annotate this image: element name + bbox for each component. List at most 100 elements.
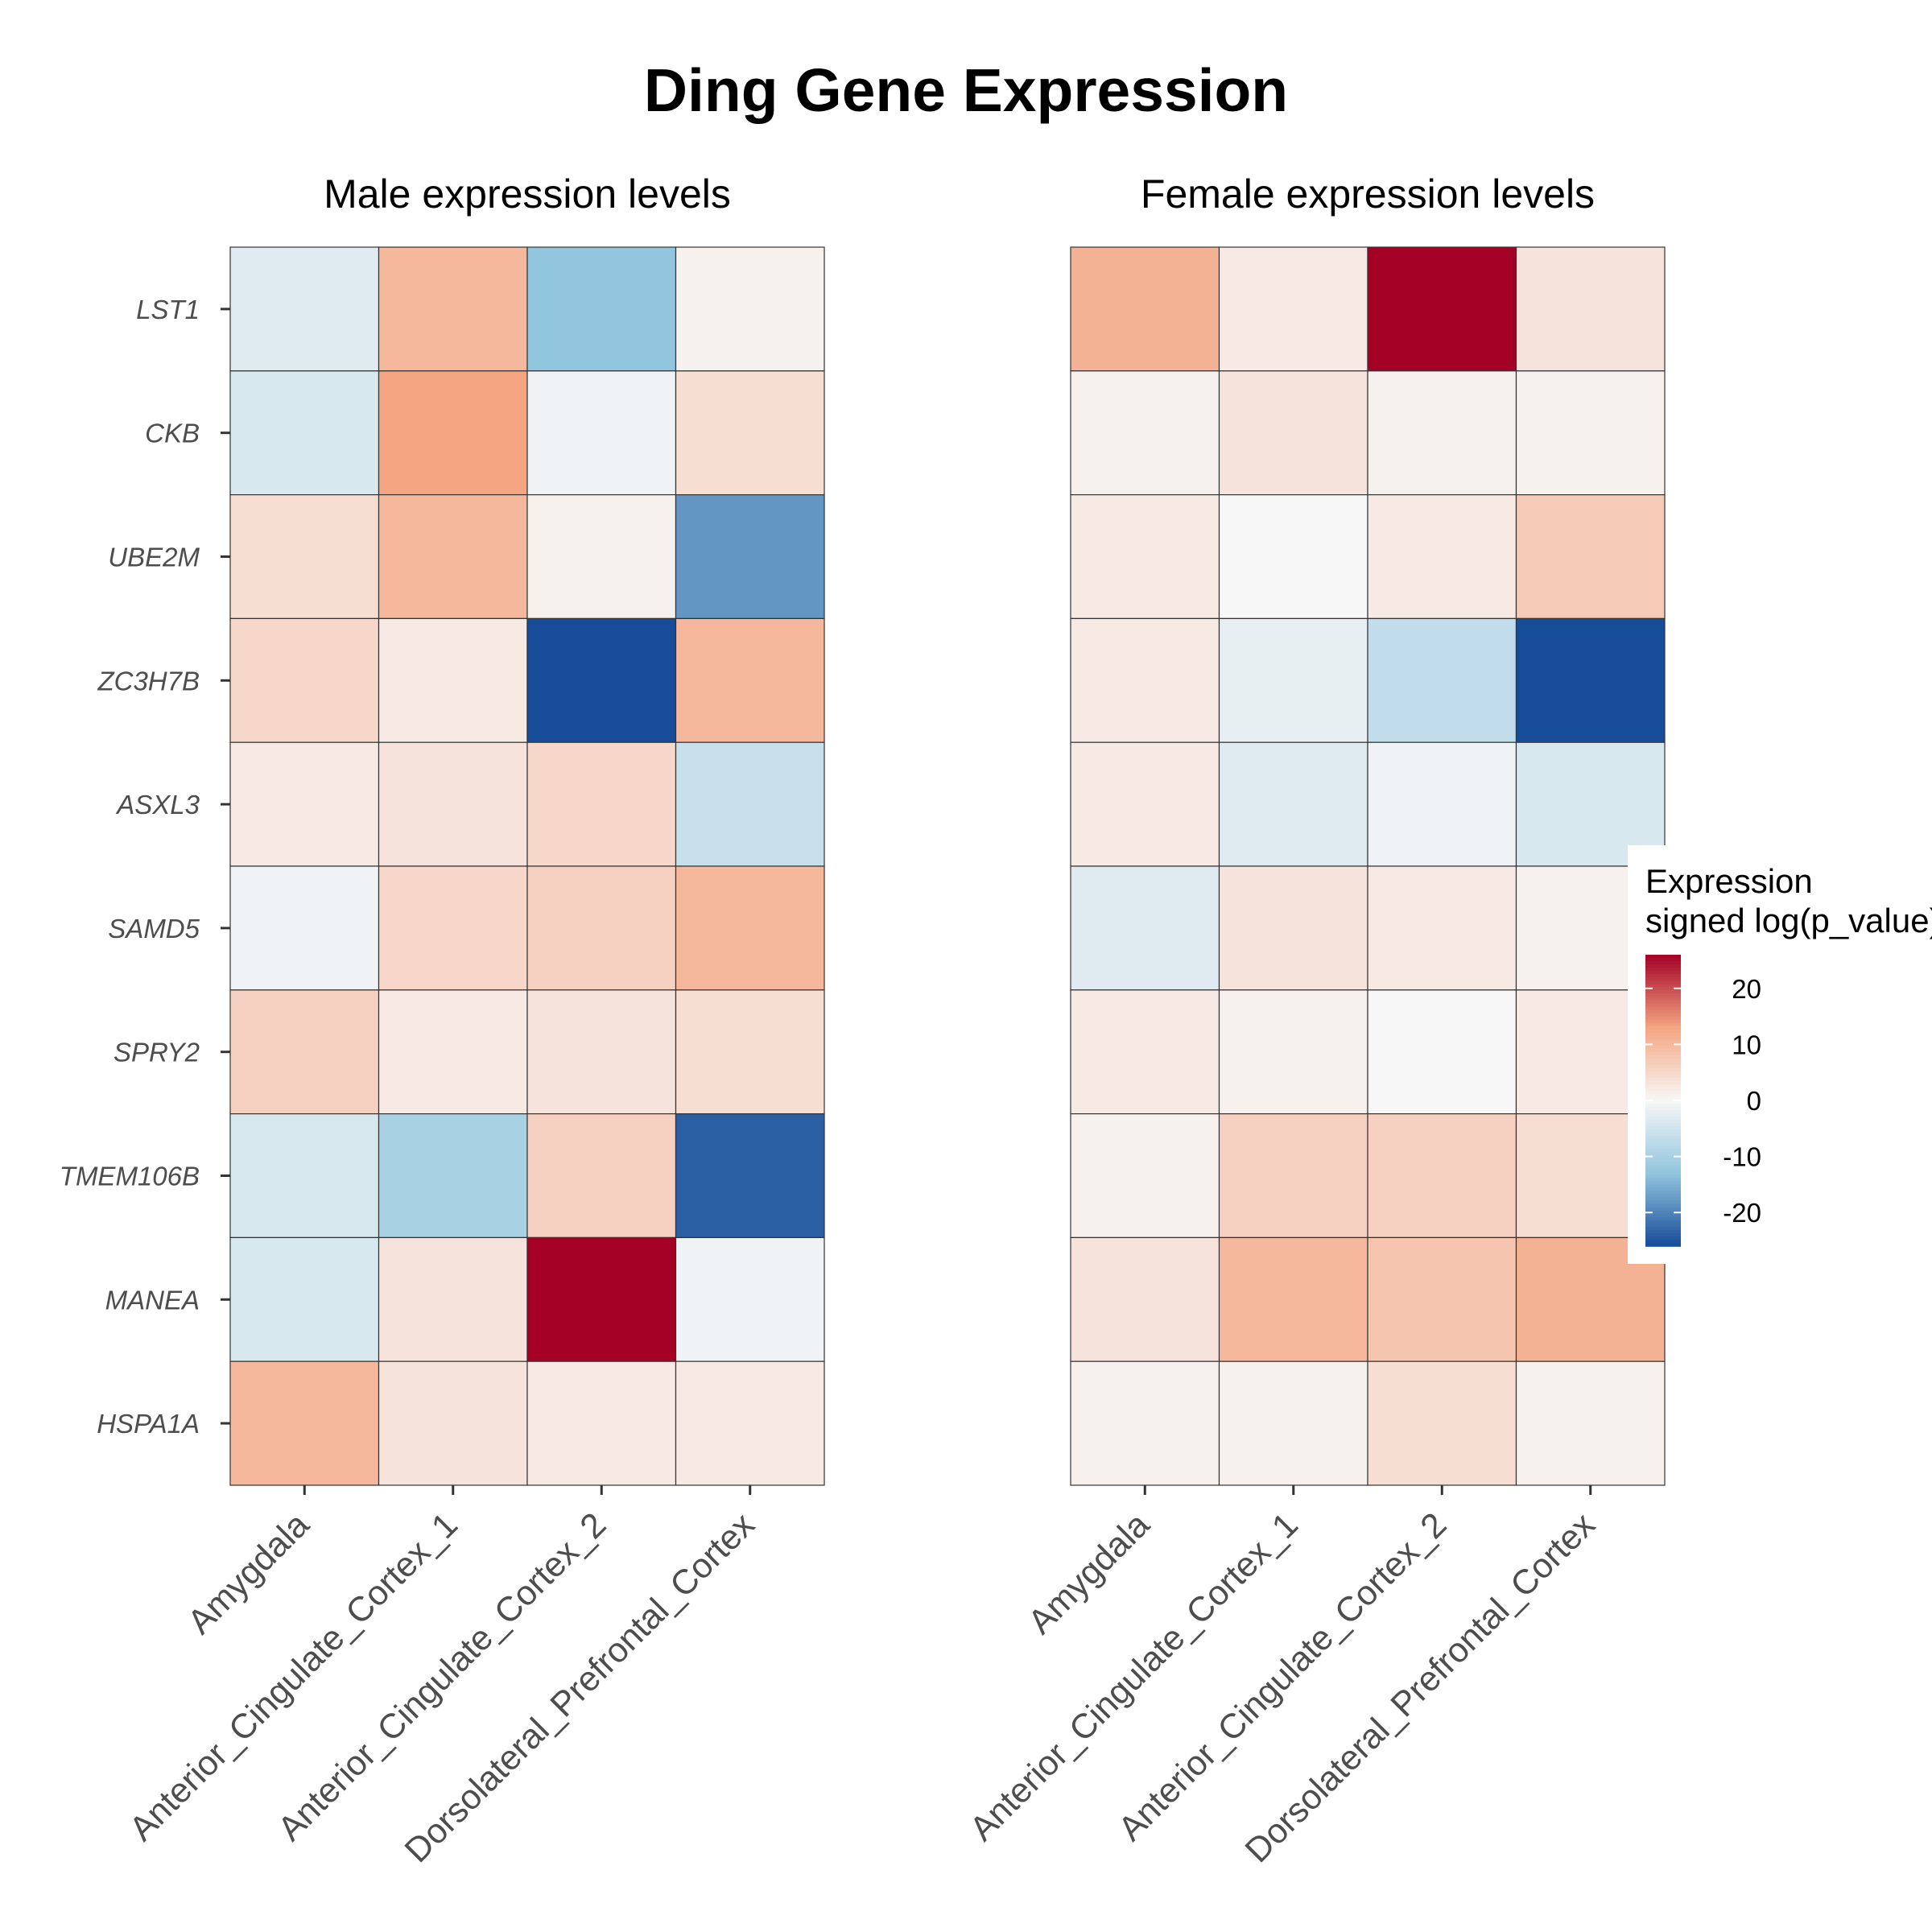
legend-color-step bbox=[1645, 1242, 1681, 1247]
legend-color-step bbox=[1645, 1174, 1681, 1179]
gene-label-manea: MANEA bbox=[105, 1285, 200, 1315]
legend-color-step bbox=[1645, 1080, 1681, 1085]
legend-color-step bbox=[1645, 1229, 1681, 1234]
male-cell-asxl3-4 bbox=[675, 741, 825, 867]
male-cell-hspa1a-2 bbox=[378, 1360, 528, 1486]
female-x-label: Anterior_Cingulate_Cortex_1 bbox=[963, 1505, 1306, 1848]
legend-color-step bbox=[1645, 961, 1681, 965]
legend-color-step bbox=[1645, 1042, 1681, 1046]
female-cell-ube2m-4 bbox=[1515, 493, 1666, 619]
female-cell-lst1-3 bbox=[1367, 246, 1517, 372]
legend-color-step bbox=[1645, 1006, 1681, 1011]
legend-color-step bbox=[1645, 993, 1681, 998]
female-x-label: Anterior_Cingulate_Cortex_2 bbox=[1111, 1505, 1454, 1848]
legend-color-step bbox=[1645, 958, 1681, 962]
legend-color-step bbox=[1645, 1113, 1681, 1117]
male-x-label: Anterior_Cingulate_Cortex_1 bbox=[122, 1505, 465, 1848]
legend-color-step bbox=[1645, 1029, 1681, 1034]
legend-color-step bbox=[1645, 1236, 1681, 1241]
legend-color-step bbox=[1645, 1162, 1681, 1166]
male-cell-lst1-2 bbox=[378, 246, 528, 372]
legend-color-step bbox=[1645, 1191, 1681, 1195]
female-cell-spry2-1 bbox=[1070, 989, 1220, 1115]
legend-tick-label: 10 bbox=[1732, 1030, 1761, 1059]
legend-color-step bbox=[1645, 1220, 1681, 1224]
legend-color-step bbox=[1645, 1035, 1681, 1040]
male-cell-ube2m-2 bbox=[378, 493, 528, 619]
male-cell-samd5-3 bbox=[526, 865, 677, 991]
female-cell-spry2-2 bbox=[1218, 989, 1368, 1115]
male-cell-ckb-4 bbox=[675, 370, 825, 496]
male-cell-zc3h7b-4 bbox=[675, 617, 825, 743]
male-cell-manea-3 bbox=[526, 1236, 677, 1362]
legend-color-step bbox=[1645, 974, 1681, 978]
male-cell-samd5-2 bbox=[378, 865, 528, 991]
female-cell-asxl3-1 bbox=[1070, 741, 1220, 867]
legend-color-step bbox=[1645, 1197, 1681, 1202]
legend-color-step bbox=[1645, 1129, 1681, 1134]
male-cell-samd5-4 bbox=[675, 865, 825, 991]
legend-color-step bbox=[1645, 977, 1681, 981]
female-cell-ube2m-2 bbox=[1218, 493, 1368, 619]
legend-color-step bbox=[1645, 964, 1681, 968]
male-cell-ube2m-4 bbox=[675, 493, 825, 619]
legend-color-step bbox=[1645, 984, 1681, 989]
legend-color-step bbox=[1645, 1110, 1681, 1114]
legend-color-step bbox=[1645, 1203, 1681, 1208]
female-cell-hspa1a-2 bbox=[1218, 1360, 1368, 1486]
legend-color-step bbox=[1645, 1077, 1681, 1082]
female-panel-subtitle: Female expression levels bbox=[1141, 171, 1595, 217]
legend-color-step bbox=[1645, 1149, 1681, 1154]
female-cell-samd5-2 bbox=[1218, 865, 1368, 991]
female-cell-hspa1a-4 bbox=[1515, 1360, 1666, 1486]
legend-color-step bbox=[1645, 997, 1681, 1001]
legend-color-step bbox=[1645, 1239, 1681, 1244]
male-cell-manea-1 bbox=[229, 1236, 380, 1362]
male-cell-samd5-1 bbox=[229, 865, 380, 991]
female-cell-zc3h7b-3 bbox=[1367, 617, 1517, 743]
female-cell-lst1-2 bbox=[1218, 246, 1368, 372]
female-cell-ckb-3 bbox=[1367, 370, 1517, 496]
legend-color-step bbox=[1645, 1026, 1681, 1030]
male-cell-spry2-1 bbox=[229, 989, 380, 1115]
male-cell-ube2m-3 bbox=[526, 493, 677, 619]
legend-color-step bbox=[1645, 1165, 1681, 1170]
legend-color-step bbox=[1645, 1232, 1681, 1237]
legend-color-step bbox=[1645, 971, 1681, 975]
female-cell-manea-3 bbox=[1367, 1236, 1517, 1362]
female-cell-manea-1 bbox=[1070, 1236, 1220, 1362]
male-cell-asxl3-1 bbox=[229, 741, 380, 867]
legend-color-step bbox=[1645, 990, 1681, 995]
heatmap-panels: Male expression levelsAmygdalaAnterior_C… bbox=[60, 171, 1666, 1870]
legend-color-step bbox=[1645, 1187, 1681, 1192]
gene-label-ckb: CKB bbox=[145, 419, 200, 448]
gene-label-tmem106b: TMEM106B bbox=[60, 1162, 200, 1191]
gene-label-lst1: LST1 bbox=[136, 295, 200, 324]
male-cell-tmem106b-3 bbox=[526, 1113, 677, 1238]
legend-color-step bbox=[1645, 1136, 1681, 1141]
legend-color-step bbox=[1645, 1223, 1681, 1228]
female-cell-ckb-2 bbox=[1218, 370, 1368, 496]
legend-tick-label: -10 bbox=[1723, 1142, 1761, 1172]
male-cell-tmem106b-4 bbox=[675, 1113, 825, 1238]
legend-color-step bbox=[1645, 1152, 1681, 1157]
legend-color-step bbox=[1645, 1207, 1681, 1212]
female-cell-samd5-3 bbox=[1367, 865, 1517, 991]
legend-tick-label: 0 bbox=[1747, 1086, 1761, 1116]
legend-color-step bbox=[1645, 1084, 1681, 1088]
male-cell-zc3h7b-3 bbox=[526, 617, 677, 743]
male-cell-spry2-3 bbox=[526, 989, 677, 1115]
male-cell-manea-4 bbox=[675, 1236, 825, 1362]
female-x-label: Amygdala bbox=[1021, 1505, 1157, 1641]
legend-color-step bbox=[1645, 1090, 1681, 1095]
male-cell-lst1-1 bbox=[229, 246, 380, 372]
male-cell-tmem106b-1 bbox=[229, 1113, 380, 1238]
legend-color-step bbox=[1645, 1104, 1681, 1108]
legend-color-step bbox=[1645, 1100, 1681, 1104]
legend-color-step bbox=[1645, 1133, 1681, 1137]
female-cell-lst1-1 bbox=[1070, 246, 1220, 372]
female-panel: Female expression levels AmygdalaAnterior… bbox=[963, 171, 1666, 1870]
legend-color-step bbox=[1645, 1107, 1681, 1111]
male-cell-ckb-1 bbox=[229, 370, 380, 496]
